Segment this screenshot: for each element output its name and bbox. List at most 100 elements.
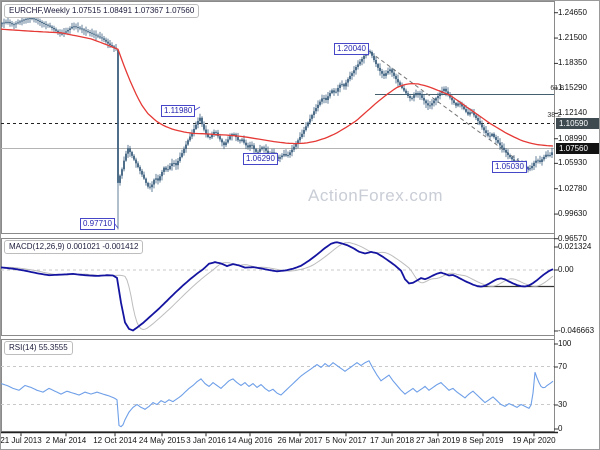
candle-body bbox=[239, 140, 241, 142]
price-axis-label: 1.05930 bbox=[558, 158, 587, 168]
candle-body bbox=[431, 103, 433, 106]
candle-body bbox=[67, 30, 69, 32]
moving-average-line bbox=[1, 28, 554, 147]
candle-body bbox=[475, 115, 477, 118]
candle-body bbox=[183, 148, 185, 154]
candle-body bbox=[265, 148, 267, 151]
date-axis-label: 17 Jun 2018 bbox=[369, 436, 415, 445]
candle-body bbox=[329, 93, 331, 97]
candle-body bbox=[95, 34, 97, 36]
candle-body bbox=[467, 111, 469, 115]
candle-body bbox=[427, 103, 429, 106]
candle-body bbox=[495, 137, 497, 140]
candle-body bbox=[211, 134, 213, 138]
candle-body bbox=[487, 133, 489, 136]
candle-body bbox=[261, 147, 263, 150]
price-annotation: 1.20040 bbox=[334, 43, 369, 55]
candle-body bbox=[459, 103, 461, 105]
price-axis-highlight: 1.07560 bbox=[556, 143, 599, 154]
candle-body bbox=[91, 32, 93, 34]
candle-body bbox=[1, 23, 3, 25]
candle-body bbox=[201, 117, 203, 125]
candle-body bbox=[491, 133, 493, 136]
candle-body bbox=[157, 178, 159, 181]
candle-body bbox=[281, 155, 283, 158]
candle-body bbox=[391, 69, 393, 73]
candle-body bbox=[55, 29, 57, 31]
candle-body bbox=[375, 60, 377, 65]
candle-body bbox=[469, 112, 471, 115]
candle-body bbox=[57, 30, 59, 33]
candle-body bbox=[191, 132, 193, 137]
candle-body bbox=[167, 169, 169, 171]
candle-body bbox=[193, 128, 195, 133]
candle-body bbox=[173, 163, 175, 164]
candle-body bbox=[29, 18, 31, 20]
candle-body bbox=[371, 52, 373, 56]
candle-body bbox=[97, 35, 99, 37]
candle-body bbox=[335, 91, 337, 93]
candle-body bbox=[363, 55, 365, 59]
date-axis-label: 8 Sep 2019 bbox=[462, 436, 504, 445]
candle-body bbox=[145, 178, 147, 183]
candle-body bbox=[499, 142, 501, 146]
price-axis-label: 1.24650 bbox=[558, 7, 587, 17]
candle-body bbox=[299, 137, 301, 141]
candle-body bbox=[383, 73, 385, 76]
candle-body bbox=[381, 71, 383, 74]
candle-body bbox=[339, 84, 341, 88]
candle-body bbox=[135, 159, 137, 164]
macd-axis-label: 0.021324 bbox=[558, 242, 592, 251]
price-axis-highlight: 1.10590 bbox=[556, 118, 599, 129]
candle-body bbox=[493, 133, 495, 138]
candle-body bbox=[47, 24, 49, 26]
candle-body bbox=[219, 136, 221, 140]
candle-body bbox=[483, 127, 485, 131]
candle-body bbox=[169, 166, 171, 170]
candle-body bbox=[5, 21, 7, 23]
candle-body bbox=[337, 87, 339, 92]
candle-body bbox=[153, 179, 155, 185]
candle-body bbox=[137, 163, 139, 168]
candle-body bbox=[43, 23, 45, 24]
candle-body bbox=[349, 75, 351, 80]
candle-body bbox=[243, 139, 245, 143]
candle-body bbox=[123, 160, 125, 170]
candle-body bbox=[3, 22, 5, 24]
candle-body bbox=[321, 98, 323, 102]
candle-body bbox=[395, 75, 397, 80]
candle-body bbox=[301, 133, 303, 138]
candle-body bbox=[223, 142, 225, 146]
candle-body bbox=[443, 88, 445, 91]
candle-body bbox=[117, 49, 119, 183]
fib-61-8-label: 61.8 bbox=[550, 85, 564, 92]
candle-body bbox=[75, 26, 77, 28]
candle-body bbox=[369, 51, 371, 53]
candle-body bbox=[209, 137, 211, 138]
price-annotation: 1.11980 bbox=[161, 105, 196, 117]
candle-body bbox=[319, 101, 321, 105]
candle-body bbox=[457, 103, 459, 106]
candle-body bbox=[287, 155, 289, 156]
candle-body bbox=[433, 100, 435, 104]
annotation-connector bbox=[194, 106, 201, 111]
candle-body bbox=[481, 124, 483, 128]
candle-body bbox=[345, 82, 347, 87]
candle-body bbox=[139, 167, 141, 171]
candle-body bbox=[497, 139, 499, 143]
candle-body bbox=[455, 102, 457, 106]
candle-body bbox=[551, 152, 553, 156]
candle-body bbox=[379, 67, 381, 72]
price-axis-label: 1.02780 bbox=[558, 183, 587, 193]
candle-body bbox=[61, 33, 63, 35]
candle-body bbox=[19, 21, 21, 23]
candle-body bbox=[249, 144, 251, 148]
candle-body bbox=[11, 23, 13, 25]
candle-body bbox=[463, 106, 465, 110]
candle-body bbox=[533, 162, 535, 167]
candle-body bbox=[389, 69, 391, 72]
candle-body bbox=[109, 43, 111, 46]
rsi-line bbox=[1, 360, 554, 428]
candle-body bbox=[189, 136, 191, 141]
candle-body bbox=[355, 67, 357, 71]
